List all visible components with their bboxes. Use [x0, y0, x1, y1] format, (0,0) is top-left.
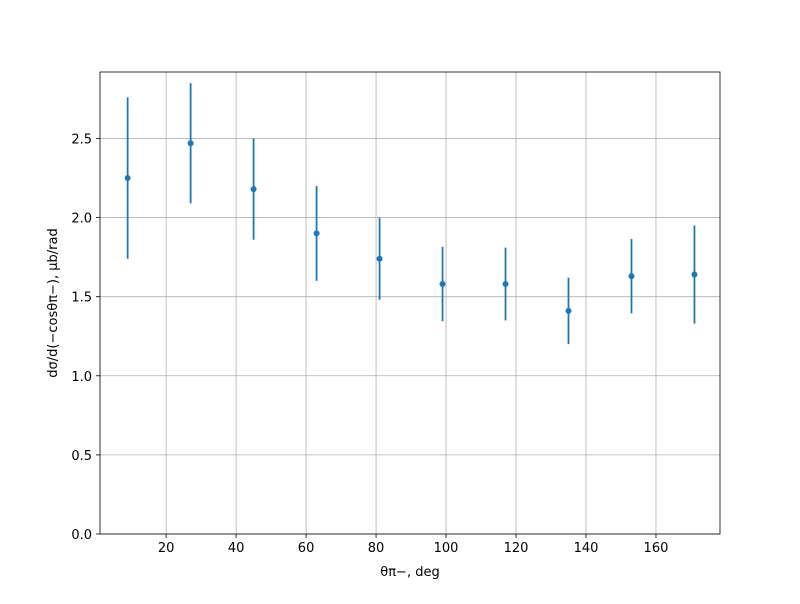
x-axis-label: θπ−, deg [380, 565, 439, 580]
y-tick-label: 2.5 [71, 132, 92, 147]
y-tick-label: 1.0 [71, 370, 92, 385]
data-point [124, 175, 131, 182]
data-point [376, 255, 383, 262]
data-point [250, 186, 257, 193]
x-tick-label: 120 [504, 541, 529, 556]
y-tick-label: 0.5 [71, 449, 92, 464]
data-point [628, 273, 635, 280]
data-point [439, 281, 446, 288]
x-tick-label: 140 [574, 541, 599, 556]
y-tick-label: 1.5 [71, 291, 92, 306]
x-tick-label: 100 [434, 541, 459, 556]
data-point [565, 307, 572, 314]
x-tick-label: 60 [298, 541, 315, 556]
data-point [502, 281, 509, 288]
y-tick-label: 0.0 [71, 528, 92, 543]
x-tick-label: 160 [644, 541, 669, 556]
x-tick-label: 20 [158, 541, 175, 556]
plot-frame [99, 71, 721, 535]
x-tick-label: 80 [368, 541, 385, 556]
y-axis-label: dσ/d(−cosθπ−), μb/rad [46, 228, 61, 377]
y-tick-label: 2.0 [71, 212, 92, 227]
data-point [313, 230, 320, 237]
data-point [187, 140, 194, 147]
x-tick-label: 40 [228, 541, 245, 556]
data-point [691, 271, 698, 278]
